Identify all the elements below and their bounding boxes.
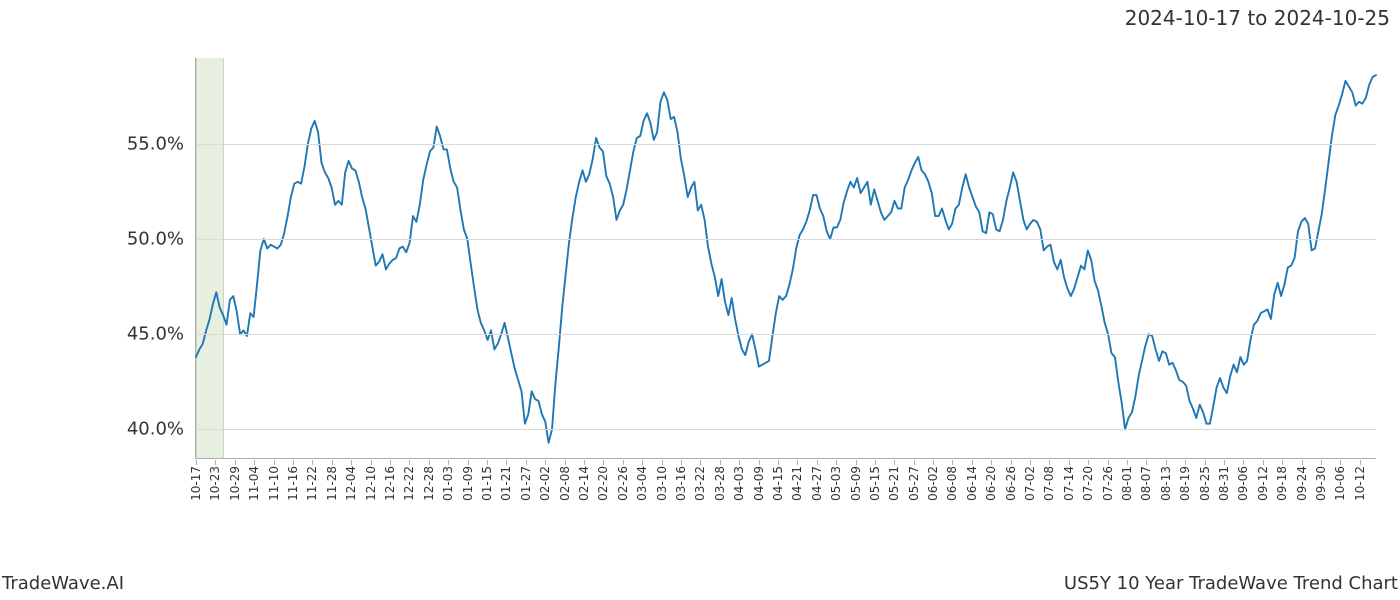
x-tick-label: 10-23	[208, 466, 222, 501]
x-tick-label: 09-30	[1314, 466, 1328, 501]
x-tick-label: 03-10	[655, 466, 669, 501]
x-tick-label: 12-10	[364, 466, 378, 501]
x-tick-label: 12-28	[422, 466, 436, 501]
y-gridline	[196, 334, 1376, 335]
x-tick-label: 04-21	[790, 466, 804, 501]
x-tick-label: 03-28	[713, 466, 727, 501]
footer-brand: TradeWave.AI	[2, 573, 124, 594]
x-tick-label: 08-13	[1159, 466, 1173, 501]
x-tick-label: 08-01	[1120, 466, 1134, 501]
y-gridline	[196, 144, 1376, 145]
x-tick-label: 01-09	[461, 466, 475, 501]
x-tick-label: 10-29	[228, 466, 242, 501]
y-gridline	[196, 429, 1376, 430]
x-tick-label: 07-08	[1042, 466, 1056, 501]
x-tick-label: 02-20	[596, 466, 610, 501]
x-tick-label: 10-12	[1353, 466, 1367, 501]
x-tick-label: 12-04	[344, 466, 358, 501]
x-tick-label: 06-26	[1004, 466, 1018, 501]
x-tick-label: 11-16	[286, 466, 300, 501]
x-tick-label: 05-03	[829, 466, 843, 501]
x-tick-label: 05-27	[907, 466, 921, 501]
y-tick-label: 50.0%	[127, 228, 184, 249]
y-tick-label: 45.0%	[127, 324, 184, 345]
x-tick-label: 07-02	[1023, 466, 1037, 501]
x-tick-label: 02-26	[616, 466, 630, 501]
y-tick-label: 40.0%	[127, 419, 184, 440]
x-tick-label: 09-06	[1236, 466, 1250, 501]
x-tick-label: 06-20	[984, 466, 998, 501]
x-tick-label: 01-03	[441, 466, 455, 501]
x-tick-label: 04-03	[732, 466, 746, 501]
x-tick-label: 07-20	[1081, 466, 1095, 501]
trend-line	[196, 58, 1376, 458]
x-tick-label: 10-17	[189, 466, 203, 501]
x-tick-label: 02-14	[577, 466, 591, 501]
x-tick-label: 06-02	[926, 466, 940, 501]
y-tick-label: 55.0%	[127, 133, 184, 154]
x-tick-label: 06-14	[965, 466, 979, 501]
x-tick-label: 10-06	[1333, 466, 1347, 501]
x-tick-label: 08-07	[1139, 466, 1153, 501]
x-tick-label: 11-10	[267, 466, 281, 501]
x-tick-label: 02-08	[558, 466, 572, 501]
x-tick-label: 07-14	[1062, 466, 1076, 501]
x-tick-label: 02-02	[538, 466, 552, 501]
x-tick-label: 05-21	[887, 466, 901, 501]
x-tick-label: 08-19	[1178, 466, 1192, 501]
x-tick-label: 04-09	[752, 466, 766, 501]
chart-plot-area: 40.0%45.0%50.0%55.0%10-1710-2310-2911-04…	[195, 58, 1376, 459]
x-tick-label: 06-08	[945, 466, 959, 501]
x-tick-label: 03-22	[693, 466, 707, 501]
x-tick-label: 05-09	[849, 466, 863, 501]
x-tick-label: 07-26	[1101, 466, 1115, 501]
x-tick-label: 05-15	[868, 466, 882, 501]
x-tick-label: 08-31	[1217, 466, 1231, 501]
x-tick-label: 12-22	[402, 466, 416, 501]
x-tick-label: 04-15	[771, 466, 785, 501]
x-tick-label: 09-12	[1256, 466, 1270, 501]
x-tick-label: 09-18	[1275, 466, 1289, 501]
x-tick-label: 01-27	[519, 466, 533, 501]
date-range-label: 2024-10-17 to 2024-10-25	[1125, 6, 1390, 30]
x-tick-label: 01-15	[480, 466, 494, 501]
x-tick-label: 03-16	[674, 466, 688, 501]
x-tick-label: 11-04	[247, 466, 261, 501]
y-gridline	[196, 239, 1376, 240]
x-tick-label: 11-22	[305, 466, 319, 501]
x-tick-label: 09-24	[1295, 466, 1309, 501]
footer-title: US5Y 10 Year TradeWave Trend Chart	[1064, 573, 1398, 594]
x-tick-label: 08-25	[1198, 466, 1212, 501]
x-tick-label: 04-27	[810, 466, 824, 501]
x-tick-label: 12-16	[383, 466, 397, 501]
x-tick-label: 03-04	[635, 466, 649, 501]
x-tick-label: 11-28	[325, 466, 339, 501]
x-tick-label: 01-21	[499, 466, 513, 501]
